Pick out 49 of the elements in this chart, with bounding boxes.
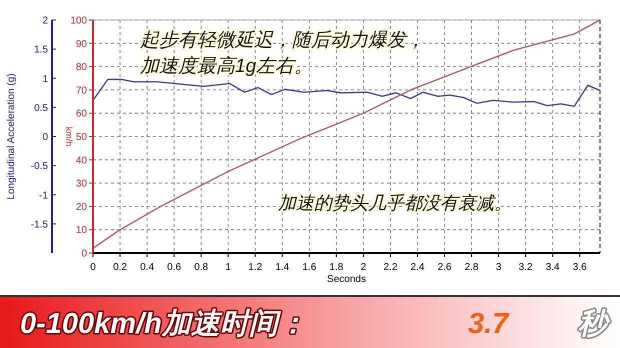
x-tick-label: 0 bbox=[90, 262, 96, 273]
annotation: 起步有轻微延迟，随后动力爆发， bbox=[140, 30, 425, 51]
annotation: 加速度最高1g左右。 bbox=[140, 55, 314, 77]
y-tick-label: -1.5 bbox=[30, 219, 48, 230]
x-tick-label: 1.8 bbox=[329, 262, 344, 273]
line-series bbox=[92, 19, 601, 249]
y2-tick-label: 70 bbox=[76, 85, 88, 96]
text: 0-100km/h加速时间： bbox=[20, 308, 307, 340]
x-tick-label: 2.8 bbox=[464, 262, 479, 273]
y2-tick-label: 90 bbox=[76, 38, 88, 50]
y2-tick-label: 50 bbox=[76, 132, 88, 143]
x-tick-label: 3.6 bbox=[572, 262, 588, 273]
x-tick-label: 1 bbox=[225, 262, 232, 273]
y2-tick-label: 100 bbox=[70, 16, 88, 26]
x-tick-label: 3 bbox=[496, 262, 502, 273]
x-tick-label: 0.2 bbox=[113, 262, 128, 273]
y-tick-label: 1.5 bbox=[34, 44, 48, 56]
y-tick-label: 0.5 bbox=[34, 102, 48, 114]
text: 3.7 bbox=[468, 308, 510, 340]
x-tick-label: 0.8 bbox=[194, 262, 209, 273]
x-tick-label: 3.2 bbox=[518, 262, 534, 273]
x-tick-label: 0.4 bbox=[140, 262, 154, 273]
y2-axis-title: km/h bbox=[64, 126, 74, 146]
annotation: 加速的势头几乎都没有衰减。 bbox=[278, 193, 512, 213]
x-tick-label: 1.6 bbox=[302, 262, 317, 273]
y-tick-label: -1 bbox=[39, 190, 48, 202]
line-series bbox=[92, 78, 601, 107]
y2-tick-label: 30 bbox=[76, 178, 88, 190]
y2-tick-label: 0 bbox=[81, 248, 88, 260]
y2-tick-label: 60 bbox=[76, 108, 88, 120]
text: 秒 bbox=[578, 308, 611, 340]
x-tick-label: 2 bbox=[360, 262, 367, 273]
y2-tick-label: 40 bbox=[76, 155, 88, 166]
x-tick-label: 2.2 bbox=[383, 262, 398, 273]
x-tick-label: 0.6 bbox=[167, 262, 182, 273]
y-axis-title: Longitudinal Acceleration (g) bbox=[6, 73, 17, 200]
x-tick-label: 2.4 bbox=[410, 262, 425, 273]
x-axis-title: Seconds bbox=[327, 274, 366, 285]
x-tick-label: 1.2 bbox=[248, 262, 263, 273]
y-tick-label: 1 bbox=[42, 74, 48, 85]
y-tick-label: 2 bbox=[42, 16, 48, 26]
y-tick-label: -0.5 bbox=[30, 161, 48, 172]
y2-tick-label: 20 bbox=[76, 202, 88, 213]
x-tick-label: 3.4 bbox=[546, 262, 560, 273]
y2-tick-label: 10 bbox=[76, 225, 88, 236]
x-tick-label: 2.6 bbox=[438, 262, 452, 273]
y2-tick-label: 80 bbox=[76, 62, 88, 74]
x-tick-label: 1.4 bbox=[275, 262, 290, 273]
y-tick-label: 0 bbox=[42, 132, 48, 143]
